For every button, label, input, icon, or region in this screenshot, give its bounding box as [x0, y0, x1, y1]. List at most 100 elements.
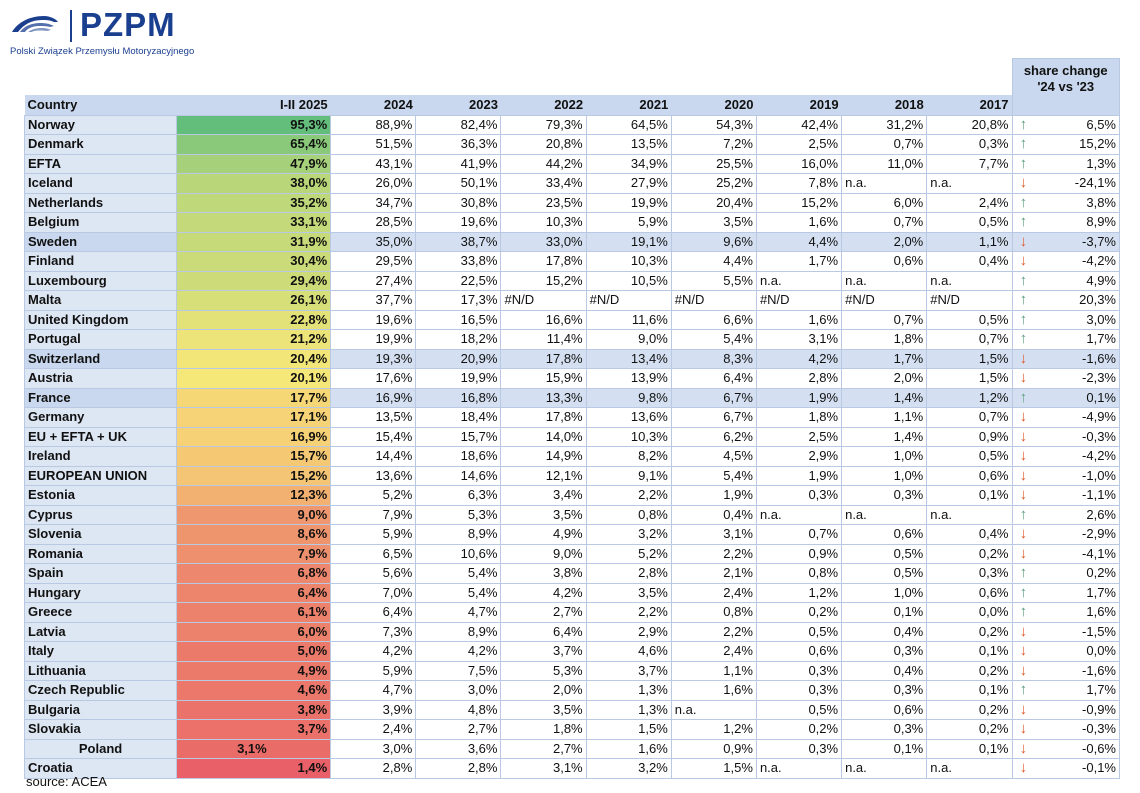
- year-2017-cell: 2,4%: [926, 192, 1013, 213]
- ytd-share-cell: 6,8%: [176, 563, 332, 584]
- year-2019-cell: 0,3%: [755, 660, 843, 681]
- table-row: EU + EFTA + UK 16,9% 15,4% 15,7% 14,0% 10,3% 6…: [23, 426, 1121, 447]
- year-2024-cell: 7,9%: [330, 504, 417, 525]
- year-2020-cell: 2,2%: [670, 621, 757, 642]
- year-2022-cell: 17,8%: [500, 251, 587, 272]
- table-row: Iceland 38,0% 26,0% 50,1% 33,4% 27,9% 25,2% 7,8…: [23, 173, 1121, 194]
- column-header-2018: 2018: [841, 95, 927, 115]
- year-2019-cell: n.a.: [755, 758, 843, 779]
- year-2024-cell: 88,9%: [330, 114, 417, 135]
- table-row: Portugal 21,2% 19,9% 18,2% 11,4% 9,0% 5,4% 3,1%…: [23, 329, 1121, 350]
- year-2024-cell: 5,9%: [330, 524, 417, 545]
- year-2024-cell: 37,7%: [330, 290, 417, 311]
- year-2023-cell: 33,8%: [415, 251, 502, 272]
- ytd-share-cell: 21,2%: [176, 329, 332, 350]
- year-2024-cell: 7,0%: [330, 582, 417, 603]
- year-2021-cell: 10,5%: [585, 270, 672, 291]
- table-row: Germany 17,1% 13,5% 18,4% 17,8% 13,6% 6,7% 1,8%…: [23, 407, 1121, 428]
- arrow-down-icon: ↓: [1011, 699, 1035, 720]
- year-2021-cell: 8,2%: [585, 446, 672, 467]
- column-header-2022: 2022: [500, 95, 587, 115]
- year-2017-cell: 0,9%: [926, 426, 1013, 447]
- year-2022-cell: 14,0%: [500, 426, 587, 447]
- share-change-cell: -1,0%: [1034, 465, 1121, 486]
- year-2022-cell: 3,5%: [500, 699, 587, 720]
- arrow-up-icon: ↑: [1011, 602, 1035, 623]
- year-2017-cell: 0,0%: [926, 602, 1013, 623]
- arrow-down-icon: ↓: [1011, 348, 1035, 369]
- arrow-down-icon: ↓: [1011, 231, 1035, 252]
- year-2018-cell: 6,0%: [841, 192, 928, 213]
- arrow-up-icon: ↑: [1011, 192, 1035, 213]
- year-2020-cell: 4,5%: [670, 446, 757, 467]
- year-2022-cell: 12,1%: [500, 465, 587, 486]
- year-2022-cell: 44,2%: [500, 153, 587, 174]
- year-2019-cell: 0,3%: [755, 680, 843, 701]
- ytd-share-cell: 15,2%: [176, 465, 332, 486]
- year-2020-cell: 5,4%: [670, 329, 757, 350]
- ytd-share-cell: 38,0%: [176, 173, 332, 194]
- table-row: Latvia 6,0% 7,3% 8,9% 6,4% 2,9% 2,2% 0,5% 0,4% 0,…: [23, 621, 1121, 642]
- year-2019-cell: 4,2%: [755, 348, 843, 369]
- arrow-down-icon: ↓: [1011, 543, 1035, 564]
- year-2022-cell: 79,3%: [500, 114, 587, 135]
- year-2023-cell: 41,9%: [415, 153, 502, 174]
- year-2020-cell: 0,8%: [670, 602, 757, 623]
- arrow-up-icon: ↑: [1011, 290, 1035, 311]
- ytd-share-cell: 33,1%: [176, 212, 332, 233]
- year-2023-cell: 8,9%: [415, 621, 502, 642]
- year-2022-cell: 3,4%: [500, 485, 587, 506]
- country-cell: Norway: [23, 114, 178, 135]
- ytd-share-cell: 6,1%: [176, 602, 332, 623]
- year-2020-cell: #N/D: [670, 290, 757, 311]
- year-2023-cell: 3,6%: [415, 738, 502, 759]
- year-2020-cell: 1,2%: [670, 719, 757, 740]
- year-2023-cell: 50,1%: [415, 173, 502, 194]
- year-2022-cell: #N/D: [500, 290, 587, 311]
- year-2024-cell: 35,0%: [330, 231, 417, 252]
- share-change-cell: 15,2%: [1034, 134, 1121, 155]
- year-2023-cell: 22,5%: [415, 270, 502, 291]
- share-change-cell: -4,9%: [1034, 407, 1121, 428]
- year-2021-cell: 27,9%: [585, 173, 672, 194]
- arrow-down-icon: ↓: [1011, 524, 1035, 545]
- ytd-share-cell: 15,7%: [176, 446, 332, 467]
- table-row: Estonia 12,3% 5,2% 6,3% 3,4% 2,2% 1,9% 0,3% 0,3%…: [23, 485, 1121, 506]
- year-2022-cell: 3,8%: [500, 563, 587, 584]
- year-2022-cell: 6,4%: [500, 621, 587, 642]
- year-2024-cell: 6,5%: [330, 543, 417, 564]
- year-2020-cell: 1,5%: [670, 758, 757, 779]
- arrow-up-icon: ↑: [1011, 563, 1035, 584]
- table-row: Austria 20,1% 17,6% 19,9% 15,9% 13,9% 6,4% 2,8%…: [23, 368, 1121, 389]
- country-cell: Sweden: [23, 231, 178, 252]
- year-2018-cell: 1,1%: [841, 407, 928, 428]
- country-cell: EFTA: [23, 153, 178, 174]
- year-2019-cell: 3,1%: [755, 329, 843, 350]
- year-2019-cell: #N/D: [755, 290, 843, 311]
- year-2018-cell: 2,0%: [841, 368, 928, 389]
- table-row: Luxembourg 29,4% 27,4% 22,5% 15,2% 10,5% 5,5% n…: [23, 270, 1121, 291]
- year-2017-cell: 1,1%: [926, 231, 1013, 252]
- column-header-2017: 2017: [926, 95, 1012, 115]
- share-change-header-cell: [1011, 95, 1120, 116]
- year-2024-cell: 14,4%: [330, 446, 417, 467]
- year-2019-cell: 42,4%: [755, 114, 843, 135]
- year-2021-cell: 3,2%: [585, 524, 672, 545]
- year-2023-cell: 18,6%: [415, 446, 502, 467]
- share-change-header: share change '24 vs '23: [1011, 58, 1120, 95]
- table-row: France 17,7% 16,9% 16,8% 13,3% 9,8% 6,7% 1,9% 1,…: [23, 387, 1121, 408]
- share-change-cell: -0,1%: [1034, 758, 1121, 779]
- year-2021-cell: 5,9%: [585, 212, 672, 233]
- year-2023-cell: 30,8%: [415, 192, 502, 213]
- share-change-cell: 8,9%: [1034, 212, 1121, 233]
- year-2022-cell: 23,5%: [500, 192, 587, 213]
- year-2020-cell: 6,6%: [670, 309, 757, 330]
- year-2019-cell: 0,7%: [755, 524, 843, 545]
- year-2020-cell: 3,5%: [670, 212, 757, 233]
- arrow-down-icon: ↓: [1011, 251, 1035, 272]
- ytd-share-cell: 29,4%: [176, 270, 332, 291]
- column-header-ytd: I-II 2025: [176, 95, 331, 115]
- year-2024-cell: 6,4%: [330, 602, 417, 623]
- year-2021-cell: 19,9%: [585, 192, 672, 213]
- year-2021-cell: 9,1%: [585, 465, 672, 486]
